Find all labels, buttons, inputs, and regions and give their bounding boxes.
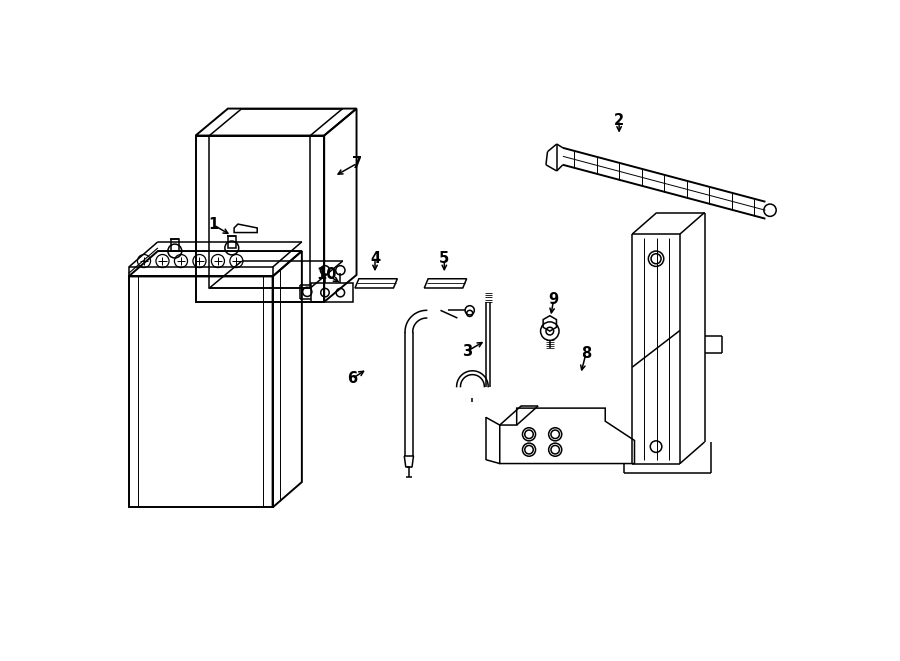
Text: 2: 2 bbox=[614, 112, 625, 128]
Text: 5: 5 bbox=[439, 251, 449, 266]
Text: 4: 4 bbox=[370, 251, 380, 266]
Text: 1: 1 bbox=[208, 217, 219, 233]
Text: 8: 8 bbox=[580, 346, 591, 361]
Text: 6: 6 bbox=[346, 371, 357, 386]
Text: 3: 3 bbox=[463, 344, 473, 359]
Text: 9: 9 bbox=[549, 292, 559, 307]
Text: 10: 10 bbox=[316, 266, 337, 282]
Text: 7: 7 bbox=[352, 156, 363, 171]
